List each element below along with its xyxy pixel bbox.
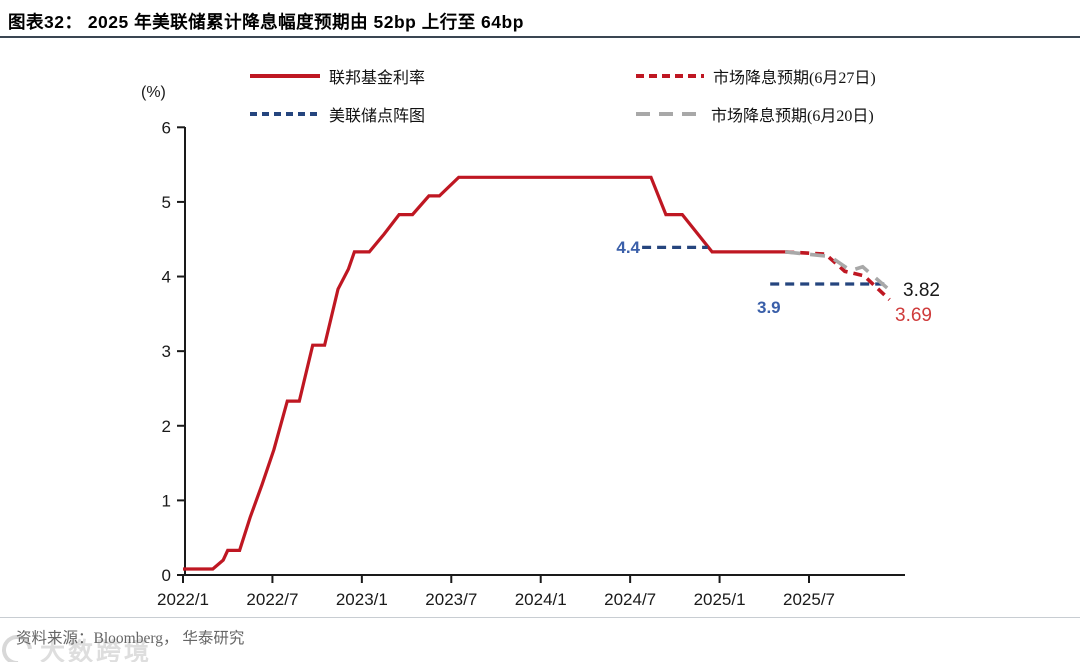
watermark: 大数跨境 (0, 628, 153, 662)
y-axis-tick-label: 2 (162, 417, 171, 436)
legend-swatch-red-dashed-line (636, 74, 704, 78)
series-line-dashed (785, 250, 891, 302)
annotation-dot-plot-2025: 3.9 (757, 298, 781, 317)
legend-swatch-gray-dashed-line (636, 112, 702, 116)
legend-label: 美联储点阵图 (329, 108, 426, 125)
legend-item-fed-funds-rate: 联邦基金利率 (250, 65, 425, 87)
y-axis-tick-label: 5 (162, 193, 171, 212)
source-note: 资料来源：Bloomberg， 华泰研究 (16, 630, 245, 647)
y-axis-tick-label: 4 (162, 268, 171, 287)
title-underline (0, 36, 1080, 38)
annotation-jun27-endpoint: 3.69 (895, 305, 932, 326)
legend-label: 市场降息预期(6月20日) (711, 108, 874, 125)
legend-item-market-expectation-jun27: 市场降息预期(6月27日) (636, 65, 876, 87)
x-axis-tick-label: 2024/1 (515, 590, 567, 609)
footer-separator (0, 617, 1080, 618)
axes (184, 127, 905, 576)
annotation-dot-plot-2024: 4.4 (616, 238, 640, 257)
chart-title: 图表32： 2025 年美联储累计降息幅度预期由 52bp 上行至 64bp (8, 12, 524, 32)
x-axis-tick-label: 2023/1 (336, 590, 388, 609)
x-axis-tick-label: 2022/7 (246, 590, 298, 609)
legend-swatch-solid-red-line (250, 74, 320, 78)
x-axis-tick-label: 2022/1 (157, 590, 209, 609)
legend-item-market-expectation-jun20: 市场降息预期(6月20日) (636, 103, 874, 125)
x-axis-tick-label: 2025/1 (694, 590, 746, 609)
y-axis-tick-label: 1 (162, 491, 171, 510)
legend-label: 联邦基金利率 (329, 70, 426, 87)
y-axis-tick-label: 3 (162, 342, 171, 361)
legend-item-fed-dot-plot: 美联储点阵图 (250, 103, 425, 125)
x-axis-tick-label: 2025/7 (783, 590, 835, 609)
x-axis-tick-label: 2023/7 (425, 590, 477, 609)
legend-label: 市场降息预期(6月27日) (713, 70, 876, 87)
series-line-solid (183, 175, 786, 571)
x-axis-tick-label: 2024/7 (604, 590, 656, 609)
annotation-jun20-endpoint: 3.82 (903, 280, 940, 301)
y-axis-unit-label: (%) (141, 84, 166, 101)
y-axis-tick-label: 0 (162, 566, 171, 585)
series-line-dashed (785, 250, 891, 292)
y-axis-tick-label: 6 (162, 118, 171, 137)
legend-swatch-navy-dashed-line (250, 112, 320, 116)
watermark-text: 大数跨境 (40, 638, 153, 662)
